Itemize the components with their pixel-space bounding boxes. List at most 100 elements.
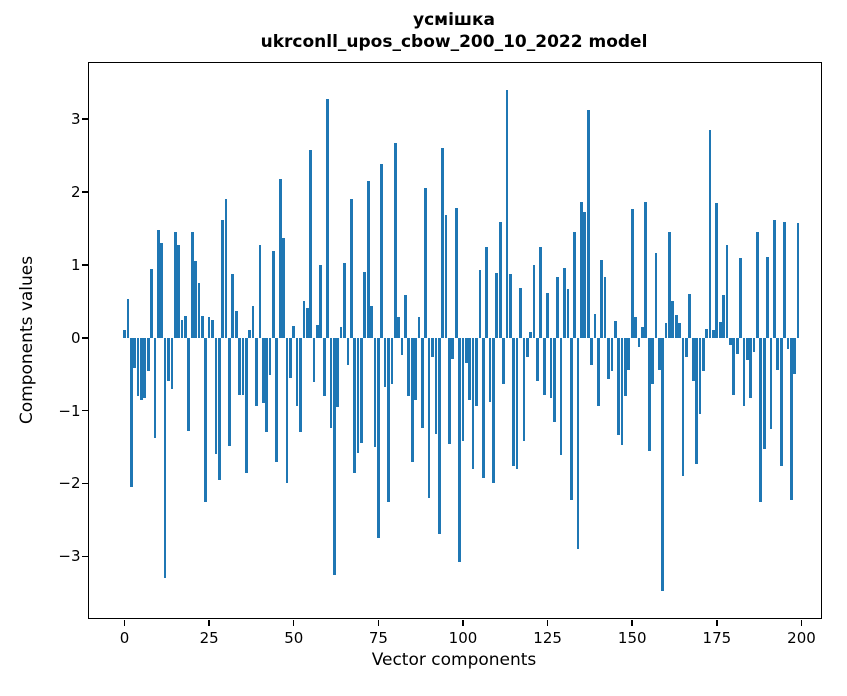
bar-component-41	[261, 337, 265, 404]
bar-component-77	[383, 337, 387, 388]
bar-component-160	[664, 323, 668, 338]
bar-component-43	[268, 337, 272, 375]
bar-component-195	[783, 221, 786, 338]
bar-component-74	[373, 337, 377, 448]
bar-component-15	[173, 232, 177, 338]
bar-component-47	[282, 237, 285, 338]
bar-component-128	[556, 277, 560, 338]
bar-component-149	[627, 337, 631, 370]
bar-component-67	[349, 199, 353, 338]
bar-component-82	[400, 337, 404, 356]
bar-component-51	[295, 337, 299, 406]
bar-component-64	[339, 326, 343, 338]
x-tick-label: 0	[119, 629, 130, 647]
bar-component-38	[251, 305, 255, 338]
bar-component-68	[353, 337, 357, 473]
bar-component-163	[674, 315, 678, 338]
x-axis-label: Vector components	[371, 650, 537, 670]
bar-component-143	[607, 337, 610, 379]
bar-component-45	[275, 337, 279, 462]
x-tick-label: 150	[617, 629, 647, 647]
bar-component-88	[421, 337, 424, 429]
bar-component-173	[708, 130, 712, 338]
bar-component-17	[180, 319, 184, 338]
bar-component-95	[444, 214, 448, 338]
bar-component-137	[586, 110, 590, 338]
bar-component-178	[725, 244, 729, 338]
bar-component-153	[641, 326, 644, 338]
bar-component-123	[539, 247, 543, 338]
bar-component-112	[502, 337, 505, 384]
bar-component-161	[668, 232, 671, 338]
bar-component-150	[630, 208, 634, 338]
bar-component-116	[515, 337, 519, 469]
y-tick-mark	[81, 409, 88, 412]
bar-component-96	[448, 337, 451, 445]
bar-component-24	[204, 337, 208, 502]
bar-component-168	[691, 337, 695, 382]
x-tick-mark	[123, 619, 126, 626]
bar-component-93	[437, 337, 441, 535]
chart-title-line1: усмішка	[413, 10, 495, 30]
y-tick-mark	[81, 482, 88, 485]
bar-component-102	[468, 337, 472, 400]
bar-component-138	[590, 337, 593, 365]
bar-component-44	[272, 251, 275, 338]
bar-component-61	[329, 337, 333, 429]
y-tick-label: −3	[58, 547, 81, 566]
bar-component-158	[657, 337, 661, 370]
bar-component-42	[265, 337, 269, 433]
bar-component-121	[532, 264, 536, 338]
bar-component-76	[380, 163, 384, 338]
bar-component-58	[319, 264, 323, 338]
bar-component-94	[441, 148, 445, 338]
bar-component-103	[471, 337, 475, 469]
bar-component-13	[167, 337, 170, 382]
bar-component-117	[519, 288, 522, 338]
bar-component-35	[241, 337, 245, 395]
bar-component-166	[685, 337, 688, 358]
bar-component-9	[153, 337, 157, 439]
bar-component-130	[563, 267, 566, 338]
bar-component-7	[146, 337, 150, 371]
bar-component-144	[610, 337, 614, 372]
bar-component-136	[583, 212, 587, 338]
bar-component-57	[316, 324, 319, 338]
y-tick-label: −2	[58, 474, 81, 493]
bar-component-142	[603, 276, 607, 338]
bar-component-31	[228, 337, 231, 447]
bar-component-75	[377, 337, 380, 539]
bar-component-118	[522, 337, 526, 441]
bar-component-189	[762, 337, 766, 449]
x-tick-label: 100	[448, 629, 478, 647]
bar-component-188	[759, 337, 763, 502]
bar-component-25	[207, 317, 211, 338]
bar-component-16	[177, 244, 180, 338]
bar-component-66	[346, 337, 350, 365]
bar-component-152	[637, 337, 641, 347]
y-axis-label: Components values	[17, 255, 37, 425]
bar-component-119	[525, 337, 529, 358]
bar-component-55	[309, 149, 313, 338]
bar-component-106	[481, 337, 485, 479]
bar-component-122	[536, 337, 539, 381]
bar-component-29	[221, 219, 224, 338]
bar-component-50	[292, 326, 296, 338]
bar-component-32	[231, 273, 235, 338]
bar-component-198	[793, 337, 797, 375]
y-tick-mark	[81, 191, 88, 193]
chart-title-line2: ukrconll_upos_cbow_200_10_2022 model	[260, 32, 648, 52]
bar-component-91	[431, 337, 434, 358]
bar-component-126	[549, 337, 553, 399]
bar-component-37	[248, 330, 252, 338]
bar-component-115	[512, 337, 516, 466]
bar-component-27	[214, 337, 218, 455]
x-tick-label: 175	[702, 629, 732, 647]
bar-component-155	[647, 337, 651, 452]
bar-component-147	[620, 337, 624, 445]
bar-component-30	[224, 198, 228, 338]
bar-component-186	[752, 337, 756, 353]
bar-component-20	[190, 232, 194, 338]
bar-component-170	[698, 337, 702, 415]
